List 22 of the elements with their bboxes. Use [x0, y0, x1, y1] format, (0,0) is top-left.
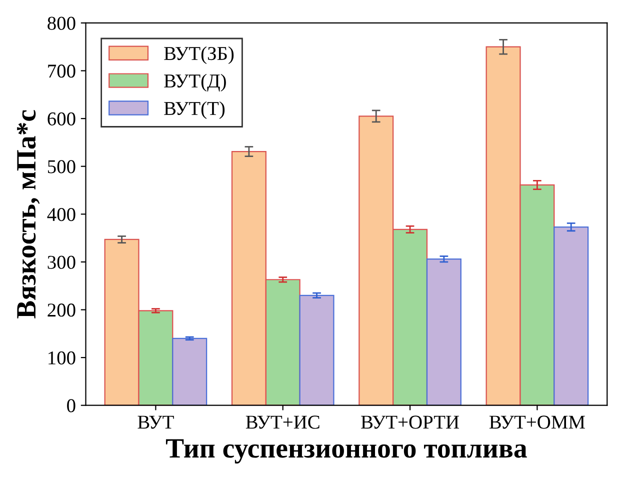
bar: [172, 338, 208, 406]
x-tick-label: ВУТ+ОММ: [489, 416, 585, 429]
x-tick-label: ВУТ: [138, 416, 174, 429]
y-tick-label: 300: [48, 256, 76, 269]
legend-label: ВУТ(ЗБ): [164, 46, 234, 64]
bar: [426, 258, 462, 406]
bar: [299, 294, 334, 406]
y-axis-title: Вязкость, мПа*с: [17, 110, 40, 318]
legend-label: ВУТ(Т): [164, 101, 225, 119]
bar: [554, 226, 589, 406]
x-tick-label: ВУТ+ОРТИ: [361, 416, 459, 429]
y-tick-label: 600: [48, 112, 76, 126]
y-tick-label: 0: [67, 399, 76, 412]
y-tick-label: 100: [48, 351, 76, 364]
y-tick-label: 800: [48, 16, 76, 30]
legend-label: ВУТ(Д): [164, 74, 226, 92]
y-tick-label: 700: [48, 64, 76, 78]
y-tick-label: 400: [47, 208, 76, 222]
y-tick-label: 500: [48, 160, 76, 174]
x-tick-label: ВУТ+ИС: [246, 416, 320, 429]
y-tick-label: 200: [48, 304, 76, 317]
x-axis-title: Тип суспензионного топлива: [166, 439, 527, 464]
